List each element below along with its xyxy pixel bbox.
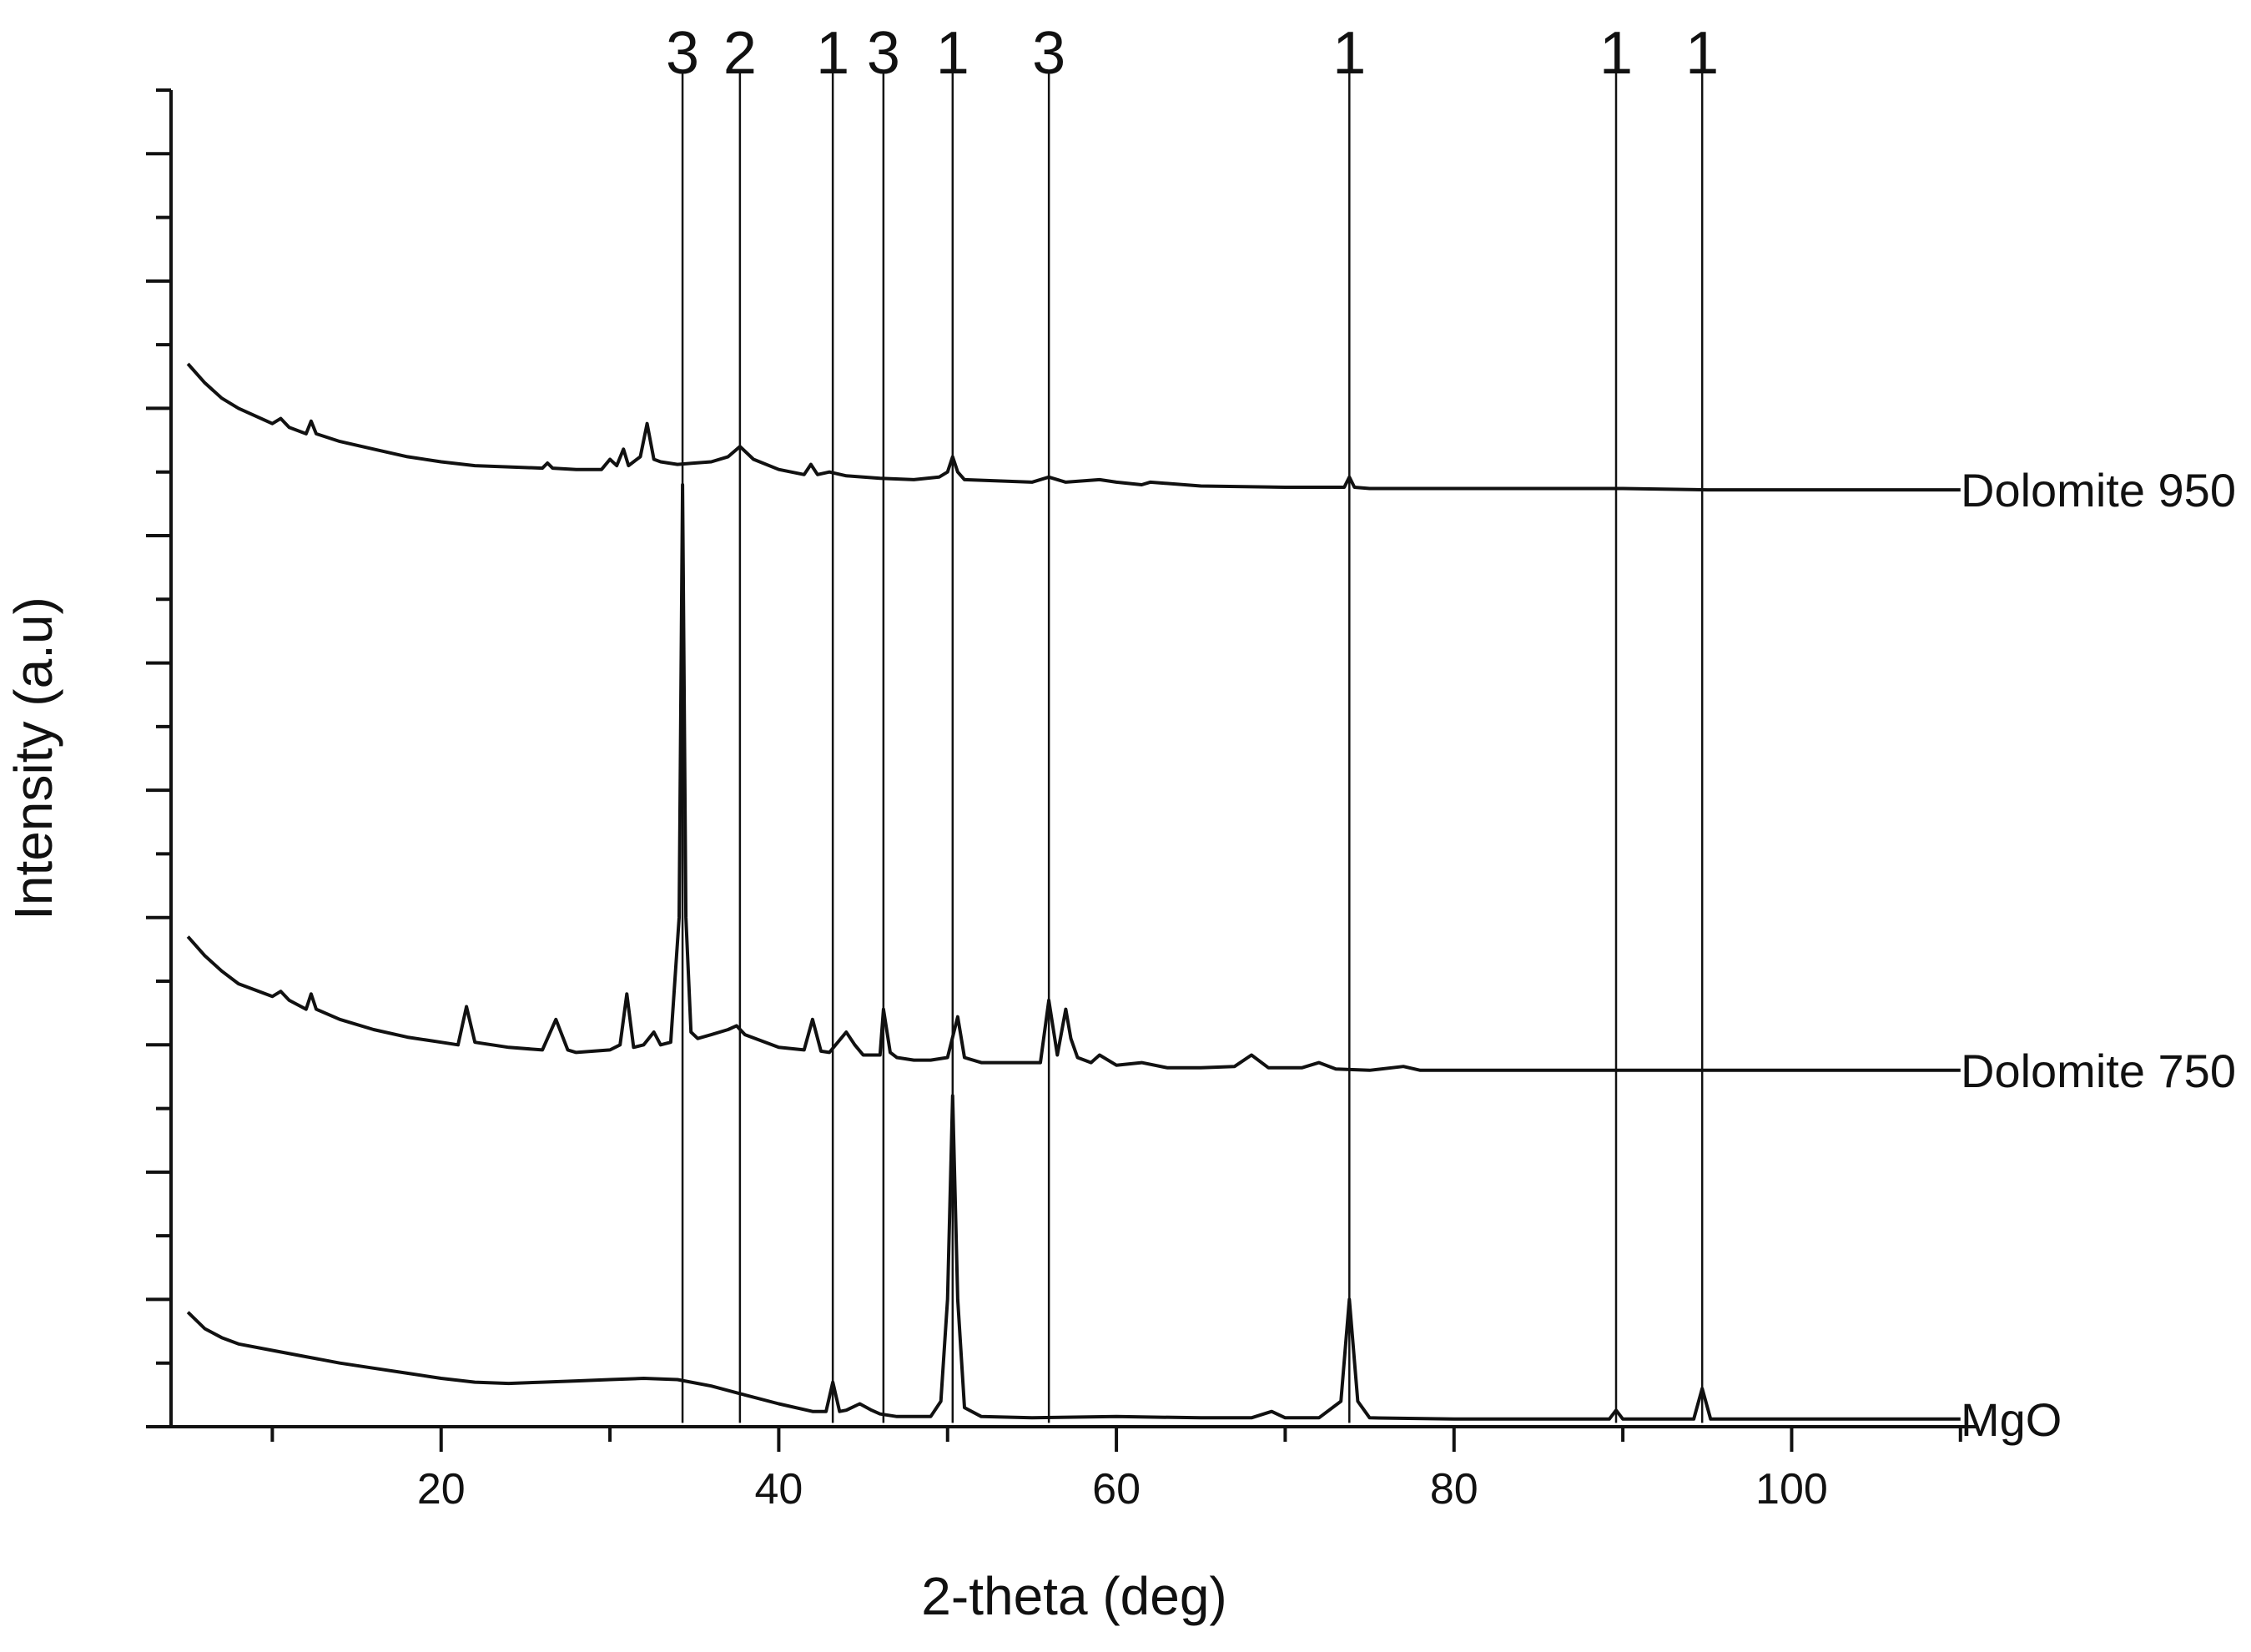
x-axis-title: 2-theta (deg) [921, 1566, 1226, 1626]
series-label: Dolomite 750 °C [1961, 1045, 2251, 1097]
y-axis-title: Intensity (a.u) [3, 597, 63, 920]
peak-phase-label: 1 [1599, 20, 1633, 87]
series-line-2 [186, 1094, 1961, 1421]
series-line-1 [186, 483, 1961, 1072]
x-tick-label: 40 [754, 1465, 803, 1513]
axes: 20 40 60 80 100 [146, 88, 1977, 1513]
series-label: Dolomite 950 °C [1961, 464, 2251, 516]
x-tick-label: 80 [1430, 1465, 1478, 1513]
x-tick-label: 60 [1092, 1465, 1141, 1513]
peak-phase-label: 1 [936, 20, 969, 87]
peak-phase-label: 1 [1685, 20, 1719, 87]
series-line-0 [186, 362, 1961, 492]
peak-phase-label: 3 [1032, 20, 1065, 87]
reference-lines [681, 73, 1704, 1423]
series-group: Dolomite 950 °C Dolomite 750 °C MgO [186, 362, 2251, 1446]
x-tick-label: 100 [1755, 1465, 1828, 1513]
peak-phase-label: 1 [816, 20, 849, 87]
peak-phase-label: 1 [1332, 20, 1366, 87]
peak-phase-label: 3 [666, 20, 699, 87]
peak-phase-label: 3 [867, 20, 900, 87]
peak-phase-label: 2 [723, 20, 757, 87]
x-tick-label: 20 [417, 1465, 466, 1513]
series-label: MgO [1961, 1393, 2062, 1446]
